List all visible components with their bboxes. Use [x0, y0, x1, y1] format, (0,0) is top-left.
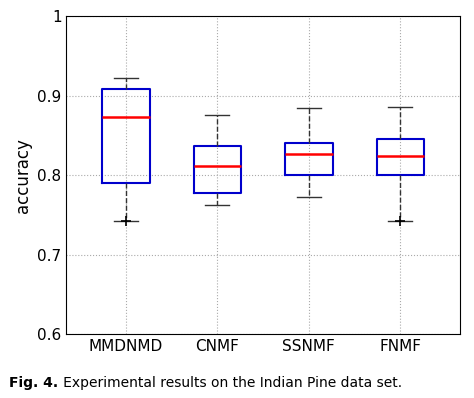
Text: Experimental results on the Indian Pine data set.: Experimental results on the Indian Pine … [50, 376, 402, 390]
Text: Fig. 4.: Fig. 4. [9, 376, 59, 390]
Y-axis label: accuracy: accuracy [14, 138, 32, 213]
